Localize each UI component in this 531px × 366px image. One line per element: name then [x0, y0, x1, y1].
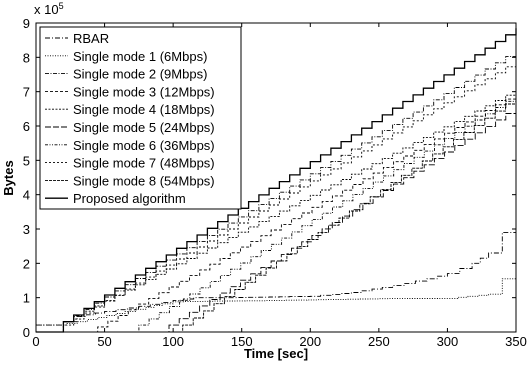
legend-label-4: Single mode 3 (12Mbps)	[73, 84, 215, 99]
y-tick-label: 2	[23, 256, 30, 271]
x-tick-label: 100	[162, 334, 184, 349]
y-tick-label: 8	[23, 50, 30, 65]
x-tick-label: 300	[437, 334, 459, 349]
y-tick-label: 9	[23, 16, 30, 31]
y-multiplier-label: x 105	[34, 1, 64, 17]
x-tick-label: 250	[368, 334, 390, 349]
series-line-6	[36, 107, 517, 333]
legend-label-7: Single mode 6 (36Mbps)	[73, 138, 215, 153]
legend: RBAR Single mode 1 (6Mbps) Single mode 2 (…	[39, 26, 242, 210]
y-tick-label: 7	[23, 85, 30, 100]
series-line-8	[36, 60, 517, 333]
x-tick-label: 350	[505, 334, 527, 349]
series-line-2	[36, 268, 517, 326]
legend-label-9: Single mode 8 (54Mbps)	[73, 173, 215, 188]
plot-frame	[35, 22, 517, 333]
series-line-7	[36, 95, 517, 333]
x-tick-label: 0	[32, 334, 39, 349]
legend-label-10: Proposed algorithm	[73, 191, 186, 206]
y-axis-label: Bytes	[1, 160, 16, 195]
y-tick-label: 4	[23, 188, 30, 203]
x-tick-label: 200	[299, 334, 321, 349]
series-line-5	[36, 89, 517, 333]
legend-label-1: RBAR	[73, 31, 109, 46]
x-tick-label: 150	[231, 334, 253, 349]
legend-label-3: Single mode 2 (9Mbps)	[73, 67, 207, 82]
y-tick-label: 3	[23, 222, 30, 237]
series-line-4	[36, 93, 517, 333]
legend-label-5: Single mode 4 (18Mbps)	[73, 102, 215, 117]
series-line-10	[36, 28, 517, 333]
x-axis-label: Time [sec]	[244, 346, 308, 361]
y-multiplier-base: x 10	[34, 2, 59, 17]
legend-label-2: Single mode 1 (6Mbps)	[73, 49, 207, 64]
legend-label-8: Single mode 7 (48Mbps)	[73, 156, 215, 171]
series-layer	[36, 28, 517, 333]
y-tick-label: 5	[23, 153, 30, 168]
legend-box	[39, 26, 242, 210]
y-multiplier-exponent: 5	[59, 1, 64, 11]
y-tick-label: 1	[23, 291, 30, 306]
x-tick-label: 50	[97, 334, 111, 349]
legend-label-6: Single mode 5 (24Mbps)	[73, 120, 215, 135]
y-tick-label: 6	[23, 119, 30, 134]
series-line-1	[36, 227, 517, 326]
tick-layer: 0 50 100 150 200 250 300 350 0 1 2 3 4 5 6 7 8 9	[23, 16, 527, 349]
y-tick-label: 0	[23, 325, 30, 340]
